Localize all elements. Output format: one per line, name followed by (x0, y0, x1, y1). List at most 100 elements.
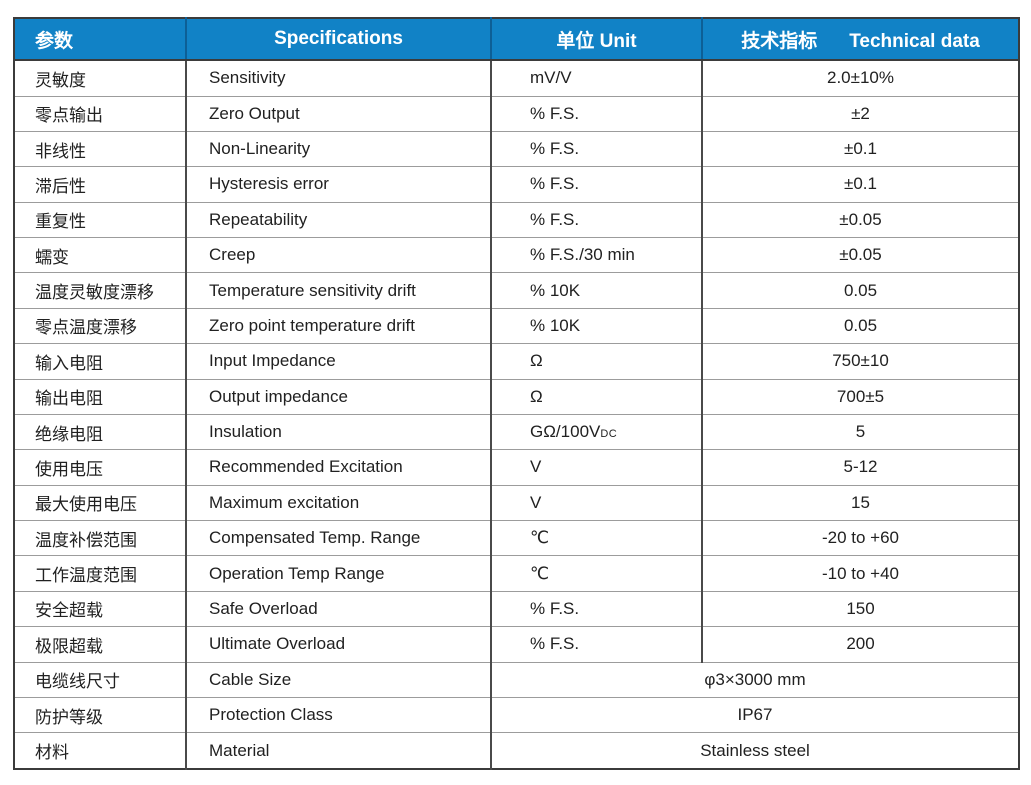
spec-name-en: Zero point temperature drift (185, 307, 491, 344)
spec-name-en: Operation Temp Range (185, 555, 491, 592)
param-name-zh: 温度灵敏度漂移 (14, 272, 186, 309)
table-row: 最大使用电压 Maximum excitation V 15 (14, 484, 1019, 521)
param-name-zh: 绝缘电阻 (14, 413, 186, 450)
param-name-zh: 重复性 (14, 201, 186, 238)
param-name-zh: 工作温度范围 (14, 555, 186, 592)
spec-name-en: Safe Overload (185, 590, 491, 627)
table-body: 灵敏度 Sensitivity mV/V 2.0±10% 零点输出 Zero O… (14, 60, 1019, 769)
merged-value-cell: φ3×3000 mm (490, 661, 1019, 698)
unit-cell: Ω (490, 378, 702, 415)
value-cell: 15 (701, 484, 1019, 521)
table-header: 参数 Specifications 单位 Unit 技术指标 Technical … (14, 18, 1019, 61)
unit-cell: GΩ/100VDC (490, 413, 702, 450)
spec-name-en: Material (185, 732, 491, 769)
value-cell: ±0.1 (701, 166, 1019, 203)
param-name-zh: 使用电压 (14, 449, 186, 486)
param-name-zh: 蠕变 (14, 237, 186, 273)
merged-value-cell: Stainless steel (490, 732, 1019, 769)
spec-name-en: Non-Linearity (185, 130, 491, 167)
unit-cell: % F.S. (490, 201, 702, 238)
unit-subscript: DC (600, 428, 618, 441)
param-name-zh: 零点输出 (14, 95, 186, 132)
unit-cell: % 10K (490, 272, 702, 309)
param-name-zh: 材料 (14, 732, 186, 769)
value-cell: 0.05 (701, 307, 1019, 344)
table-row: 输入电阻 Input Impedance Ω 750±10 (14, 343, 1019, 380)
value-cell: 750±10 (701, 343, 1019, 380)
table-row: 温度灵敏度漂移 Temperature sensitivity drift % … (14, 272, 1019, 309)
specifications-table: 参数 Specifications 单位 Unit 技术指标 Technical … (13, 17, 1020, 770)
spec-name-en: Insulation (185, 413, 491, 450)
value-cell: -10 to +40 (701, 555, 1019, 592)
param-name-zh: 温度补偿范围 (14, 520, 186, 556)
spec-name-en: Maximum excitation (185, 484, 491, 521)
merged-value-cell: IP67 (490, 696, 1019, 733)
value-cell: ±0.05 (701, 237, 1019, 273)
spec-name-en: Output impedance (185, 378, 491, 415)
value-cell: 2.0±10% (701, 60, 1019, 97)
value-cell: 5-12 (701, 449, 1019, 486)
param-name-zh: 零点温度漂移 (14, 307, 186, 344)
table-row: 蠕变 Creep % F.S./30 min ±0.05 (14, 237, 1019, 273)
unit-cell: % F.S. (490, 95, 702, 132)
spec-name-en: Hysteresis error (185, 166, 491, 203)
unit-cell: V (490, 449, 702, 486)
spec-name-en: Ultimate Overload (185, 626, 491, 663)
header-row: 参数 Specifications 单位 Unit 技术指标 Technical … (14, 18, 1019, 61)
value-cell: 0.05 (701, 272, 1019, 309)
table-row: 防护等级 Protection Class IP67 (14, 696, 1019, 733)
param-name-zh: 安全超载 (14, 590, 186, 627)
value-cell: ±0.1 (701, 130, 1019, 167)
unit-cell: V (490, 484, 702, 521)
table-row: 使用电压 Recommended Excitation V 5-12 (14, 449, 1019, 486)
unit-cell: % F.S. (490, 626, 702, 663)
unit-cell: % F.S. (490, 130, 702, 167)
value-cell: 700±5 (701, 378, 1019, 415)
header-technical-data: 技术指标 Technical data (702, 18, 1019, 61)
spec-name-en: Compensated Temp. Range (185, 520, 491, 556)
unit-cell: % F.S./30 min (490, 237, 702, 273)
header-technical-zh: 技术指标 (741, 30, 818, 52)
header-technical-en: Technical data (849, 30, 980, 52)
spec-name-en: Recommended Excitation (185, 449, 491, 486)
table-row: 电缆线尺寸 Cable Size φ3×3000 mm (14, 661, 1019, 698)
table-row: 灵敏度 Sensitivity mV/V 2.0±10% (14, 60, 1019, 97)
spec-name-en: Cable Size (185, 661, 491, 698)
param-name-zh: 极限超载 (14, 626, 186, 663)
param-name-zh: 最大使用电压 (14, 484, 186, 521)
spec-name-en: Creep (185, 237, 491, 273)
spec-sheet: 参数 Specifications 单位 Unit 技术指标 Technical … (13, 17, 1020, 770)
unit-text: GΩ/100V (530, 422, 601, 442)
table-row: 零点温度漂移 Zero point temperature drift % 10… (14, 307, 1019, 344)
table-row: 零点输出 Zero Output % F.S. ±2 (14, 95, 1019, 132)
table-row: 输出电阻 Output impedance Ω 700±5 (14, 378, 1019, 415)
spec-name-en: Protection Class (185, 696, 491, 733)
value-cell: ±2 (701, 95, 1019, 132)
value-cell: 150 (701, 590, 1019, 627)
param-name-zh: 非线性 (14, 130, 186, 167)
table-row: 极限超载 Ultimate Overload % F.S. 200 (14, 626, 1019, 663)
unit-cell: % F.S. (490, 590, 702, 627)
table-row: 材料 Material Stainless steel (14, 732, 1019, 769)
spec-name-en: Repeatability (185, 201, 491, 238)
value-cell: -20 to +60 (701, 520, 1019, 556)
table-row: 绝缘电阻 Insulation GΩ/100VDC 5 (14, 413, 1019, 450)
unit-cell: % 10K (490, 307, 702, 344)
table-row: 非线性 Non-Linearity % F.S. ±0.1 (14, 130, 1019, 167)
unit-cell: mV/V (490, 60, 702, 97)
table-row: 温度补偿范围 Compensated Temp. Range ℃ -20 to … (14, 520, 1019, 556)
table-row: 滞后性 Hysteresis error % F.S. ±0.1 (14, 166, 1019, 203)
value-cell: 5 (701, 413, 1019, 450)
spec-name-en: Sensitivity (185, 60, 491, 97)
unit-cell: ℃ (490, 555, 702, 592)
header-specifications: Specifications (186, 18, 492, 61)
table-row: 重复性 Repeatability % F.S. ±0.05 (14, 201, 1019, 238)
unit-cell: Ω (490, 343, 702, 380)
param-name-zh: 电缆线尺寸 (14, 661, 186, 698)
spec-name-en: Temperature sensitivity drift (185, 272, 491, 309)
param-name-zh: 输出电阻 (14, 378, 186, 415)
value-cell: ±0.05 (701, 201, 1019, 238)
header-param: 参数 (14, 18, 187, 61)
spec-name-en: Zero Output (185, 95, 491, 132)
param-name-zh: 防护等级 (14, 696, 186, 733)
